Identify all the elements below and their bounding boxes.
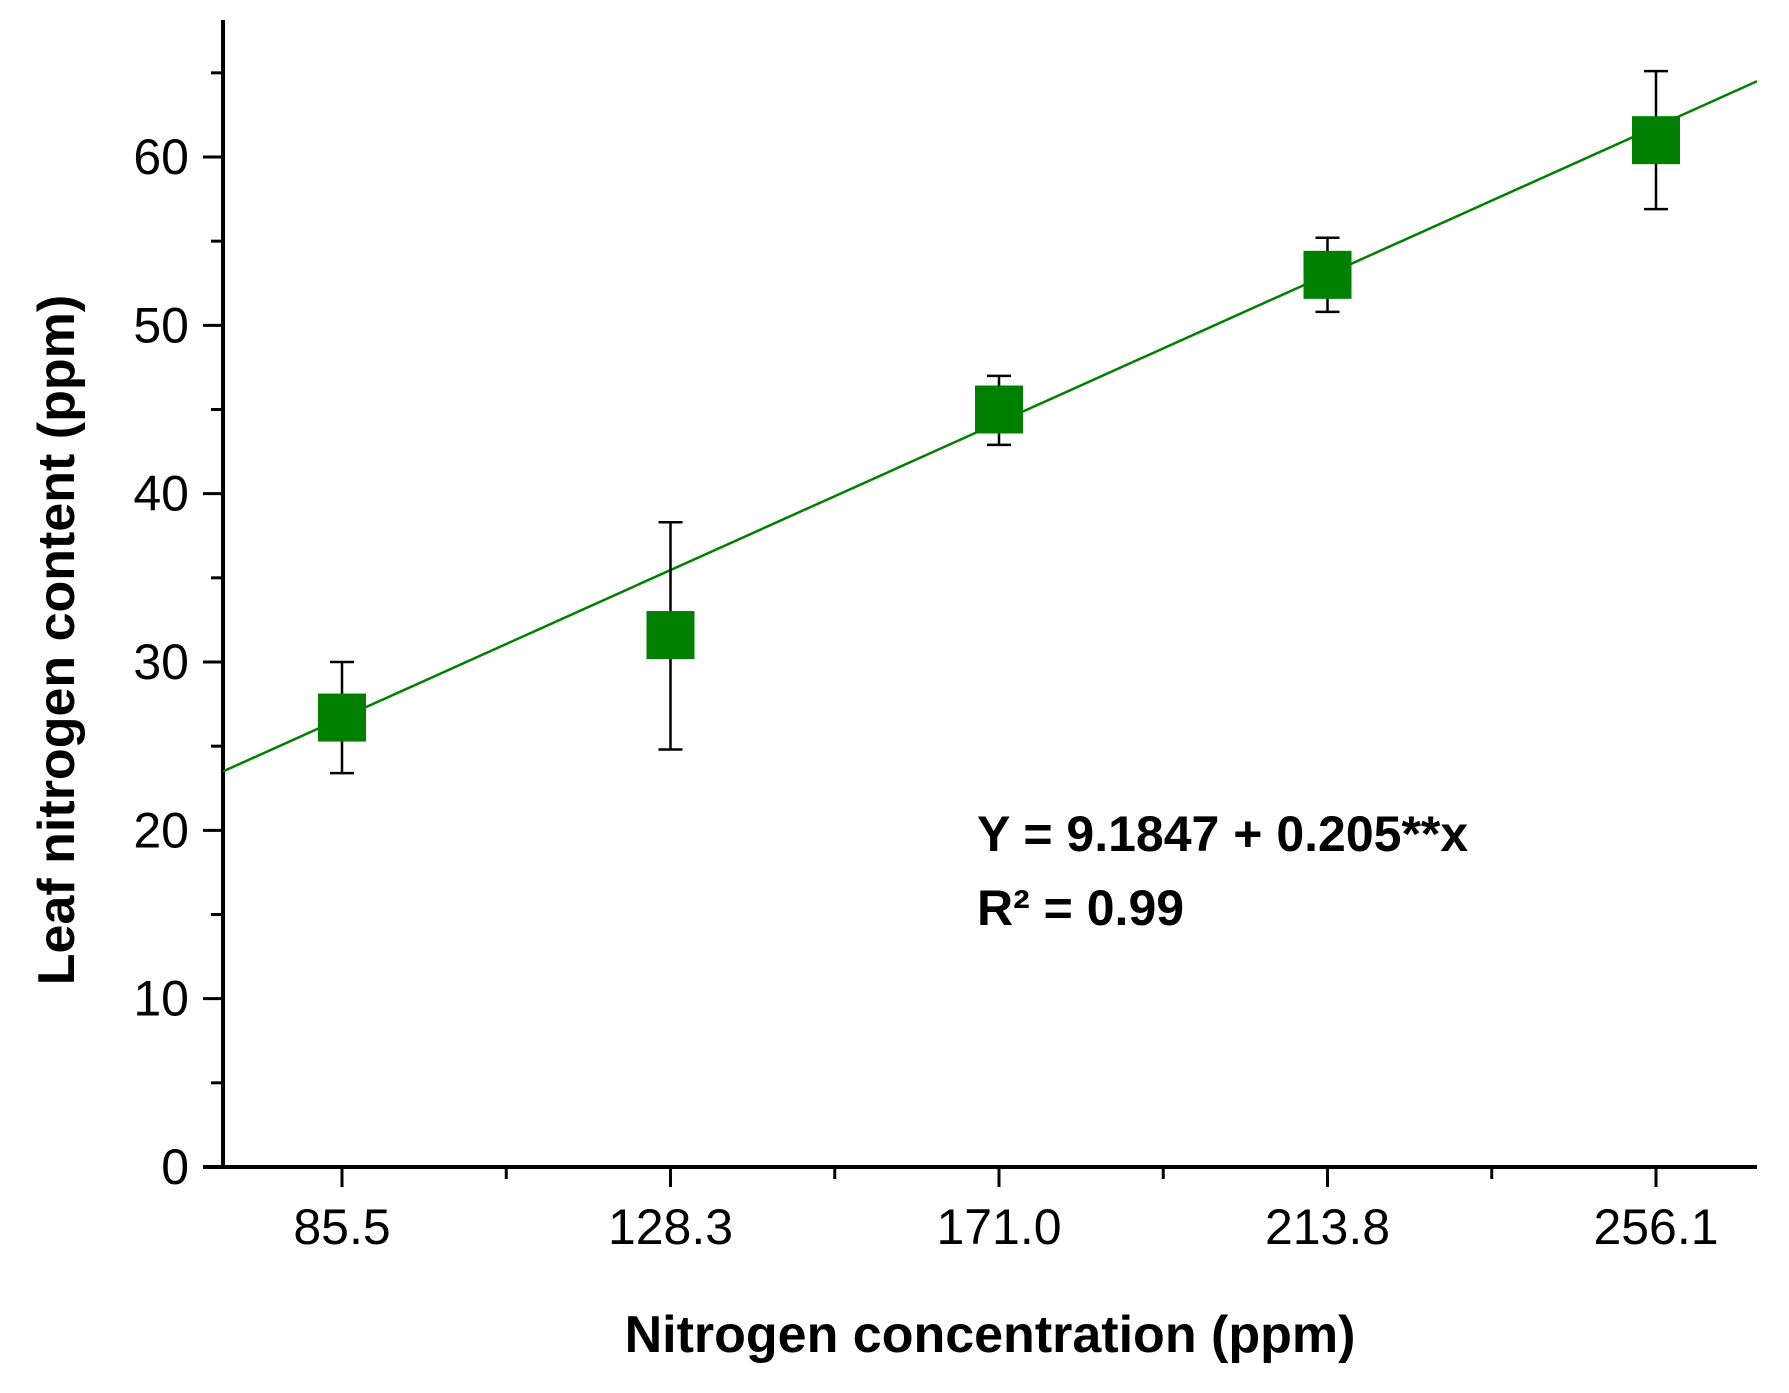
y-tick-label: 50 bbox=[133, 297, 189, 353]
y-tick-label: 30 bbox=[133, 634, 189, 690]
data-point bbox=[318, 693, 366, 742]
x-axis-title: Nitrogen concentration (ppm) bbox=[625, 1306, 1356, 1364]
y-tick-label: 10 bbox=[133, 971, 189, 1027]
y-tick-label: 60 bbox=[133, 129, 189, 185]
x-tick-label: 85.5 bbox=[293, 1199, 390, 1255]
y-axis-title: Leaf nitrogen content (ppm) bbox=[28, 295, 86, 985]
x-tick-label: 213.8 bbox=[1265, 1199, 1390, 1255]
data-point bbox=[1632, 116, 1680, 165]
data-point bbox=[1303, 250, 1352, 299]
data-points bbox=[318, 69, 1680, 775]
r-squared-annotation: R² = 0.99 bbox=[977, 880, 1184, 936]
x-tick-label: 128.3 bbox=[608, 1199, 733, 1255]
x-tick-label: 256.1 bbox=[1593, 1199, 1718, 1255]
data-point bbox=[646, 611, 695, 660]
y-tick-label: 20 bbox=[133, 802, 189, 858]
data-point bbox=[975, 385, 1023, 434]
y-tick-label: 0 bbox=[161, 1139, 189, 1195]
y-tick-label: 40 bbox=[133, 466, 189, 522]
axes: 0 10 20 30 40 50 60 85.5 128.3 171.0 213.8 256.1 bbox=[133, 20, 1757, 1255]
equation-annotation: Y = 9.1847 + 0.205**x bbox=[977, 806, 1468, 862]
x-tick-label: 171.0 bbox=[936, 1199, 1061, 1255]
